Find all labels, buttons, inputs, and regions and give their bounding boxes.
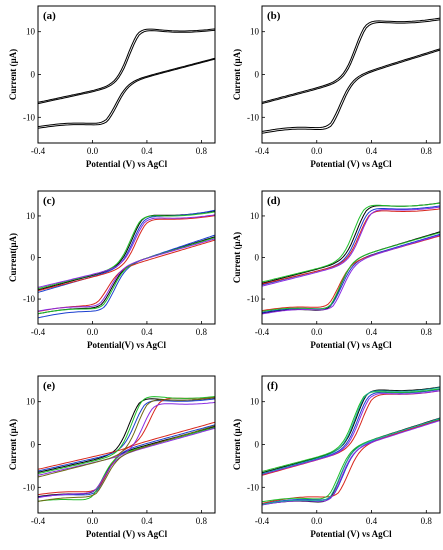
cv-curve-6 [262,387,440,505]
cv-curve-2 [262,19,440,134]
y-tick-label: 10 [250,211,260,221]
x-tick-label: 0.8 [421,516,433,526]
x-tick-label: 0.4 [141,146,153,156]
x-axis-label: Potential (V) vs AgCl [310,529,392,539]
cv-curve-6 [38,397,215,502]
x-tick-label: 0.8 [421,327,433,337]
x-axis-label: Potential (V) vs AgCl [310,159,392,169]
panel-a: -0.4 0.0 0.4 0.8 10 0 -10 Potential (V) vs AgCl… [8,5,216,169]
y-axis-label: Current (µA) [8,49,18,100]
y-tick-label: 0 [255,440,260,450]
cv-curve-4 [262,202,440,312]
x-tick-label: 0.0 [87,327,99,337]
x-tick-label: 0.4 [366,516,378,526]
panel-label: (d) [267,195,281,207]
y-tick-label: -10 [23,294,35,304]
plot-frame [261,5,441,144]
plot-frame [261,375,441,514]
panel-e: -0.4 0.0 0.4 0.8 10 0 -10 Potential (V) vs AgCl… [8,375,216,539]
cv-curve-2 [262,205,440,314]
x-tick-label: 0.8 [196,327,208,337]
cv-curve-5 [38,214,215,312]
panel-b: -0.4 0.0 0.4 0.8 10 0 -10 Potential (V) vs AgCl… [232,5,441,169]
y-tick-label: 0 [31,253,36,263]
x-tick-label: -0.4 [31,516,46,526]
cv-curve-3 [262,208,440,312]
x-axis-label: Potential (V) vs AgCl [310,340,392,350]
y-axis-label: Current(µA) [8,233,18,282]
y-tick-label: 0 [31,440,36,450]
x-tick-label: -0.4 [255,146,270,156]
x-tick-label: 0.0 [311,516,323,526]
x-tick-label: 0.0 [311,327,323,337]
panel-c: -0.4 0.0 0.4 0.8 10 0 -10 Potential(V) vs AgCl C… [8,190,216,350]
x-tick-label: 0.0 [311,146,323,156]
y-axis-label: Current (µA) [232,419,242,470]
panel-f: -0.4 0.0 0.4 0.8 10 0 -10 Potential (V) vs AgCl… [232,375,441,539]
panel-d: -0.4 0.0 0.4 0.8 10 0 -10 Potential (V) vs AgCl… [232,190,441,350]
y-tick-label: 0 [255,253,260,263]
x-axis-label: Potential(V) vs AgCl [87,340,166,350]
x-axis-label: Potential (V) vs AgCl [86,529,168,539]
x-tick-label: -0.4 [255,327,270,337]
series-group [262,202,440,315]
series-group [262,386,440,506]
y-tick-label: -10 [247,294,259,304]
panel-label: (b) [267,10,281,22]
series-group [262,17,440,134]
panel-label: (e) [43,380,56,392]
x-axis-label: Potential (V) vs AgCl [86,159,168,169]
x-tick-label: -0.4 [31,146,46,156]
y-tick-label: 10 [250,397,260,407]
x-tick-label: 0.0 [87,146,99,156]
series-group [38,28,215,129]
cv-curve-1 [262,202,440,314]
y-axis-label: Current (µA) [232,232,242,283]
panel-label: (a) [43,10,56,22]
x-tick-label: 0.0 [87,516,99,526]
cv-curve-3 [38,215,215,312]
plot-frame [37,5,216,144]
y-tick-label: 0 [31,70,36,80]
x-tick-label: 0.4 [141,516,153,526]
y-tick-label: 0 [255,70,260,80]
cv-curve-2 [38,209,215,319]
cv-curve-1 [262,386,440,506]
y-axis-label: Current (µA) [8,419,18,470]
cv-curve-4 [262,388,440,503]
series-group [38,209,215,319]
cv-curve-5 [262,390,440,506]
panel-label: (f) [267,380,278,392]
y-tick-label: -10 [247,112,259,122]
y-tick-label: 10 [26,27,36,37]
cv-curve-4 [38,396,215,502]
cv-curve-3 [262,390,440,504]
cv-curve-1 [38,28,215,128]
x-tick-label: -0.4 [255,516,270,526]
x-tick-label: 0.8 [421,146,433,156]
y-tick-label: 10 [26,397,36,407]
y-tick-label: 10 [250,27,260,37]
x-tick-label: 0.4 [366,327,378,337]
series-group [38,396,215,502]
x-tick-label: 0.8 [196,516,208,526]
plot-frame [37,190,216,325]
x-tick-label: 0.4 [141,327,153,337]
x-tick-label: -0.4 [31,327,46,337]
cv-curve-1 [38,210,215,315]
y-tick-label: -10 [23,112,35,122]
y-axis-label: Current (µA) [232,49,242,100]
cv-curve-2 [38,29,215,129]
x-tick-label: 0.4 [366,146,378,156]
y-tick-label: -10 [23,482,35,492]
cv-curve-1 [262,17,440,132]
y-tick-label: -10 [247,482,259,492]
panel-label: (c) [43,195,56,207]
cv-curve-4 [38,211,215,315]
cv-curve-5 [262,206,440,315]
cv-curve-2 [262,388,440,505]
y-tick-label: 10 [26,211,36,221]
x-tick-label: 0.8 [196,146,208,156]
